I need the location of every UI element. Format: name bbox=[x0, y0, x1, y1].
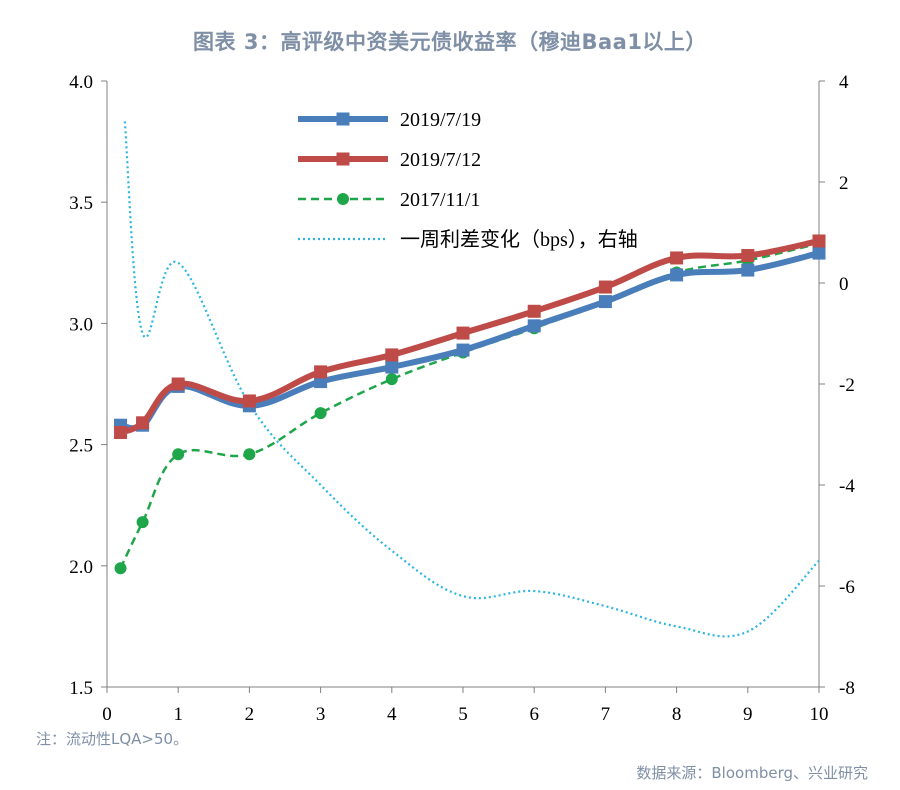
x-tick-label: 4 bbox=[387, 704, 397, 725]
legend-label: 2019/7/19 bbox=[400, 109, 481, 131]
data-point bbox=[114, 425, 128, 439]
x-tick-label: 2 bbox=[245, 704, 255, 725]
data-point bbox=[172, 448, 185, 461]
right-tick-label: 2 bbox=[839, 173, 849, 194]
x-tick-label: 5 bbox=[458, 704, 468, 725]
left-tick-label: 4.0 bbox=[69, 72, 93, 93]
chart-title: 图表 3：高评级中资美元债收益率（穆迪Baa1以上） bbox=[193, 30, 707, 54]
x-tick-label: 8 bbox=[672, 704, 682, 725]
right-tick-label: -6 bbox=[839, 577, 855, 598]
legend-label: 一周利差变化（bps），右轴 bbox=[400, 228, 638, 251]
data-source: 数据来源：Bloomberg、兴业研究 bbox=[636, 764, 868, 782]
data-point bbox=[527, 304, 541, 318]
data-point bbox=[456, 343, 470, 357]
x-tick-label: 7 bbox=[601, 704, 611, 725]
data-point bbox=[314, 365, 328, 379]
data-point bbox=[114, 562, 127, 575]
left-tick-label: 1.5 bbox=[69, 678, 93, 699]
legend-marker bbox=[337, 193, 349, 205]
x-tick-label: 10 bbox=[810, 704, 829, 725]
left-tick-label: 3.5 bbox=[69, 193, 93, 214]
right-tick-label: -4 bbox=[839, 476, 855, 497]
right-tick-label: 4 bbox=[839, 72, 849, 93]
left-tick-label: 2.0 bbox=[69, 557, 93, 578]
series-line bbox=[120, 250, 820, 432]
data-point bbox=[741, 263, 755, 277]
data-point bbox=[242, 394, 256, 408]
legend-marker bbox=[336, 112, 350, 126]
data-point bbox=[385, 373, 398, 386]
series-s2019_7_19 bbox=[114, 246, 826, 432]
x-tick-label: 9 bbox=[743, 704, 753, 725]
data-point bbox=[598, 280, 612, 294]
data-point bbox=[670, 268, 684, 282]
series-s2017_11_1 bbox=[114, 237, 825, 575]
data-point bbox=[385, 360, 399, 374]
data-point bbox=[171, 377, 185, 391]
data-point bbox=[598, 295, 612, 309]
x-tick-label: 6 bbox=[529, 704, 539, 725]
series-line bbox=[119, 242, 820, 569]
right-tick-label: -8 bbox=[839, 678, 855, 699]
x-tick-label: 1 bbox=[173, 704, 183, 725]
right-tick-label: -2 bbox=[839, 375, 855, 396]
right-tick-label: 0 bbox=[839, 274, 849, 295]
data-point bbox=[243, 448, 256, 461]
chart-axes: 1.5 2.0 2.5 3.0 3.5 4.0 -8 -6 -4 -2 0 2 4 0 1 2 3 4 5 6 7 8 9 1… bbox=[69, 72, 855, 725]
left-tick-label: 2.5 bbox=[69, 436, 93, 457]
left-tick-label: 3.0 bbox=[69, 314, 93, 335]
data-point bbox=[136, 416, 150, 430]
legend-marker bbox=[336, 152, 350, 166]
data-point bbox=[136, 516, 149, 529]
x-tick-label: 0 bbox=[102, 704, 112, 725]
data-point bbox=[741, 249, 755, 263]
data-point bbox=[456, 326, 470, 340]
legend-label: 2017/11/1 bbox=[400, 189, 480, 211]
legend-label: 2019/7/12 bbox=[400, 149, 481, 171]
series-s2019_7_12 bbox=[114, 234, 826, 439]
chart-legend: 2019/7/19 2019/7/12 2017/11/1 一周利差变化（bps），右… bbox=[298, 109, 638, 251]
x-tick-label: 3 bbox=[316, 704, 326, 725]
data-point bbox=[314, 407, 327, 420]
data-point bbox=[812, 246, 826, 260]
data-point bbox=[670, 251, 684, 265]
series-layer bbox=[114, 121, 826, 638]
footnote: 注：流动性LQA>50。 bbox=[36, 730, 189, 748]
data-point bbox=[812, 234, 826, 248]
data-point bbox=[527, 319, 541, 333]
data-point bbox=[385, 348, 399, 362]
